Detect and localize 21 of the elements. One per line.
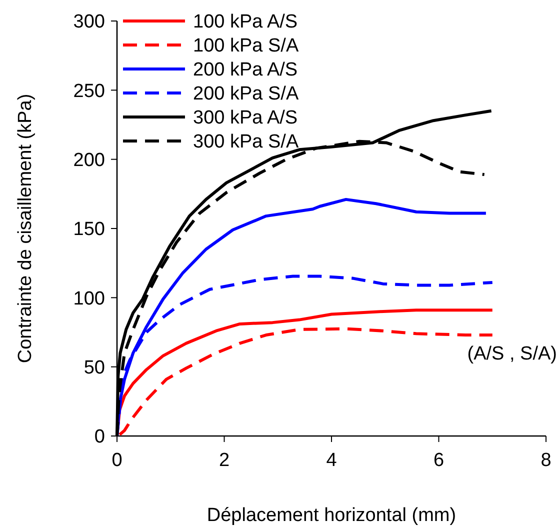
x-tick-label: 2: [218, 450, 230, 471]
legend-label: 100 kPa S/A: [193, 36, 299, 57]
y-tick-label: 100: [73, 288, 105, 310]
x-tick-label: 6: [433, 450, 444, 471]
legend-label: 200 kPa S/A: [193, 84, 299, 105]
y-tick-label: 200: [73, 150, 105, 171]
y-axis-title: Contrainte de cisaillement (kPa): [15, 94, 36, 364]
x-axis-title: Déplacement horizontal (mm): [206, 505, 456, 526]
y-tick-label: 150: [73, 219, 105, 240]
legend-label: 200 kPa A/S: [193, 60, 298, 81]
x-tick-label: 0: [112, 450, 122, 471]
legend-label: 300 kPa A/S: [193, 108, 298, 129]
x-tick-label: 8: [540, 450, 552, 471]
annotation: (A/S , S/A): [467, 344, 557, 365]
y-tick-label: 250: [73, 80, 105, 102]
y-tick-label: 0: [94, 426, 105, 448]
x-tick-label: 4: [326, 450, 338, 471]
y-tick-label: 300: [73, 12, 105, 33]
legend-label: 100 kPa A/S: [193, 12, 298, 33]
legend-label: 300 kPa S/A: [193, 132, 299, 153]
y-tick-label: 50: [84, 357, 105, 378]
